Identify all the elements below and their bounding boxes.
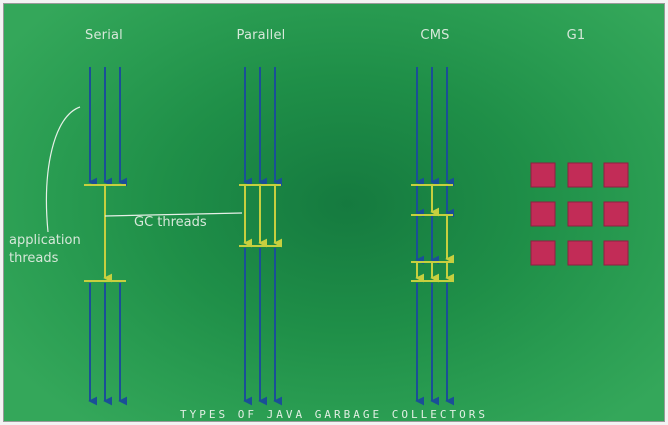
g1-regions — [530, 162, 629, 266]
application-threads-label: application threads — [9, 233, 81, 266]
parallel-threads — [239, 67, 283, 406]
serial-threads — [84, 67, 128, 406]
gc-threads-label: GC threads — [134, 215, 207, 230]
parallel-title: Parallel — [236, 28, 286, 43]
cms-threads — [411, 67, 455, 406]
serial-title: Serial — [85, 28, 123, 43]
cms-title: CMS — [420, 28, 450, 43]
slide: Serial Parallel CMS G1 — [3, 3, 665, 422]
slide-caption: Types of Java Garbage Collectors — [180, 408, 488, 421]
annotation-pointers — [45, 106, 243, 233]
g1-title: G1 — [566, 28, 586, 43]
gc-diagram — [45, 67, 629, 406]
